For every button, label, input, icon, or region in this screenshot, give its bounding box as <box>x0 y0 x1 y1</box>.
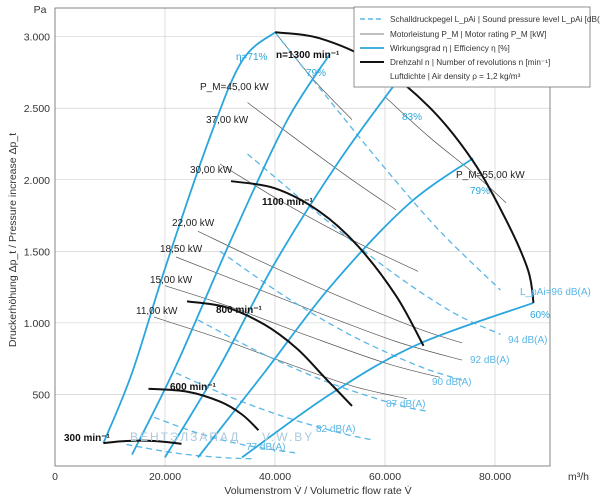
speed-curve <box>103 439 182 445</box>
power-label-55: P_M=55,00 kW <box>456 170 525 181</box>
sound-label-77: 77 dB(A) <box>246 442 285 453</box>
watermark-domain: V.W.BY <box>262 430 314 444</box>
x-tick-label: 60.000 <box>369 471 401 483</box>
y-unit-label: Pa <box>34 4 47 16</box>
curves-layer <box>102 31 535 460</box>
speed-curve <box>274 31 535 303</box>
sound-label-94: 94 dB(A) <box>508 335 547 346</box>
power-label-30: 30,00 kW <box>190 165 233 176</box>
efficiency-label-71: η=71% <box>236 52 268 63</box>
power-label-37: 37,00 kW <box>206 115 249 126</box>
speed-label-800: 800 min⁻¹ <box>216 305 263 316</box>
legend: Schalldruckpegel L_pAi | Sound pressure … <box>353 6 600 88</box>
speed-label-300: 300 min⁻¹ <box>64 433 111 444</box>
efficiency-line <box>241 301 534 459</box>
x-axis-title: Volumenstrom V̇ / Volumetric flow rate V… <box>224 484 411 497</box>
efficiency-label-83: 83% <box>402 112 422 123</box>
efficiency-line <box>102 31 276 444</box>
power-line <box>384 96 507 203</box>
legend-item-speed: Drehzahl n | Number of revolutions n [mi… <box>390 58 550 67</box>
y-tick-label: 500 <box>32 389 50 401</box>
legend-item-efficiency: Wirkungsgrad η | Efficiency η [%] <box>390 44 510 53</box>
speed-curve <box>148 387 260 431</box>
power-line <box>219 163 419 272</box>
sound-label-90: 90 dB(A) <box>432 377 471 388</box>
power-label-18-5: 18,50 kW <box>160 244 203 255</box>
efficiency-line <box>197 157 474 458</box>
efficiency-label-60: 60% <box>530 310 550 321</box>
sound-line <box>219 250 463 381</box>
x-tick-label: 80.000 <box>479 471 511 483</box>
power-line <box>247 102 397 211</box>
legend-box <box>353 6 591 88</box>
power-line <box>153 316 408 400</box>
x-tick-label: 40.000 <box>259 471 291 483</box>
speed-curve <box>230 180 425 347</box>
power-label-15: 15,00 kW <box>150 275 193 286</box>
speed-label-1100: 1100 min⁻¹ <box>262 197 314 208</box>
sound-line <box>175 372 375 441</box>
sound-label-92: 92 dB(A) <box>470 355 509 366</box>
power-label-11: 11,00 kW <box>136 306 178 317</box>
power-line <box>175 256 463 361</box>
sound-line <box>247 153 501 335</box>
axes: 0 20.000 40.000 60.000 80.000 500 1.000 1.500 2.… <box>24 7 551 483</box>
sound-label-96: L_pAi=96 dB(A) <box>520 287 591 298</box>
power-line <box>164 285 441 378</box>
sound-line <box>274 31 501 291</box>
y-tick-label: 2.000 <box>24 175 50 187</box>
x-tick-label: 0 <box>52 471 58 483</box>
efficiency-label-79-right: 79% <box>470 186 490 197</box>
legend-item-sound: Schalldruckpegel L_pAi | Sound pressure … <box>390 15 600 24</box>
y-tick-label: 1.000 <box>24 318 50 330</box>
legend-item-power: Motorleistung P_M | Motor rating P_M [kW… <box>390 30 546 39</box>
power-line <box>197 230 463 344</box>
speed-label-600: 600 min⁻¹ <box>170 382 217 393</box>
y-tick-label: 1.500 <box>24 246 50 258</box>
efficiency-label-79-top: 79% <box>306 68 326 79</box>
watermark-brand: ВЕНТЭЛЗАПАД <box>130 430 240 444</box>
plot-frame <box>54 7 551 467</box>
y-tick-label: 2.500 <box>24 103 50 115</box>
x-tick-label: 20.000 <box>149 471 181 483</box>
speed-curve <box>186 300 353 407</box>
sound-label-87: 87 dB(A) <box>386 399 425 410</box>
sound-label-82: 82 dB(A) <box>316 424 355 435</box>
efficiency-line <box>131 53 331 455</box>
speed-label-1300: n=1300 min⁻¹ <box>276 50 340 61</box>
y-tick-label: 3.000 <box>24 32 50 44</box>
legend-item-density: Luftdichte | Air density ρ = 1,2 kg/m³ <box>390 72 521 81</box>
power-label-45: P_M=45,00 kW <box>200 82 269 93</box>
sound-line <box>153 416 298 454</box>
power-label-22: 22,00 kW <box>172 218 215 229</box>
y-axis-title: Druckerhöhung Δp_t / Pressure increase Δ… <box>7 133 19 347</box>
x-unit-label: m³/h <box>568 471 589 483</box>
